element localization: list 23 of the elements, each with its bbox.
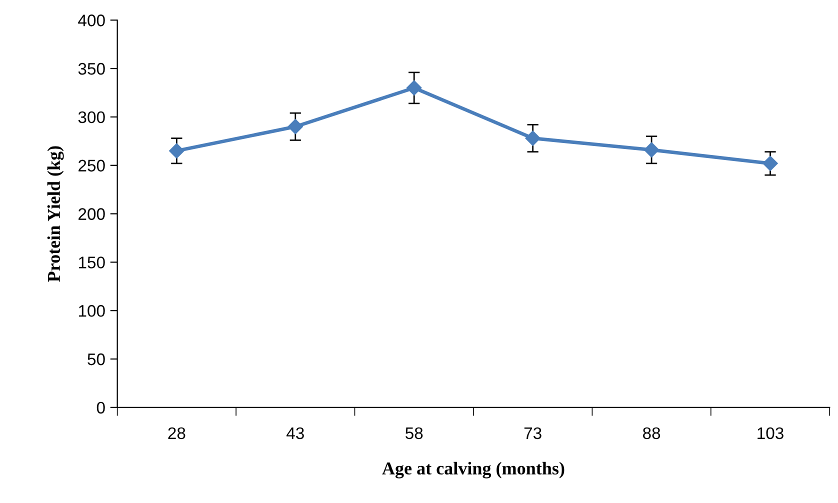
point	[644, 142, 660, 158]
y-tick-label: 400	[78, 14, 105, 26]
x-tick-label: 28	[168, 427, 186, 440]
y-tick-label: 200	[78, 208, 105, 220]
point	[169, 143, 184, 158]
y-tick-label: 50	[88, 353, 105, 366]
y-tick-label: 100	[78, 305, 105, 317]
point	[288, 119, 303, 134]
y-tick-label: 250	[78, 160, 105, 172]
y-axis-title: Protein Yield (kg)	[47, 146, 64, 282]
point	[406, 80, 422, 96]
x-tick-label: 58	[406, 427, 423, 440]
y-tick-label: 0	[96, 402, 105, 414]
x-axis-title: Age at calving (months)	[382, 462, 564, 478]
point	[525, 130, 540, 146]
point	[762, 156, 778, 171]
y-tick-label: 300	[78, 111, 105, 124]
y-tick-label: 350	[78, 62, 105, 75]
x-tick-label: 103	[758, 427, 784, 440]
x-tick-label: 88	[643, 427, 660, 440]
x-tick-label: 73	[524, 427, 542, 440]
y-tick-label: 150	[78, 256, 105, 268]
x-tick-label: 43	[286, 427, 304, 440]
